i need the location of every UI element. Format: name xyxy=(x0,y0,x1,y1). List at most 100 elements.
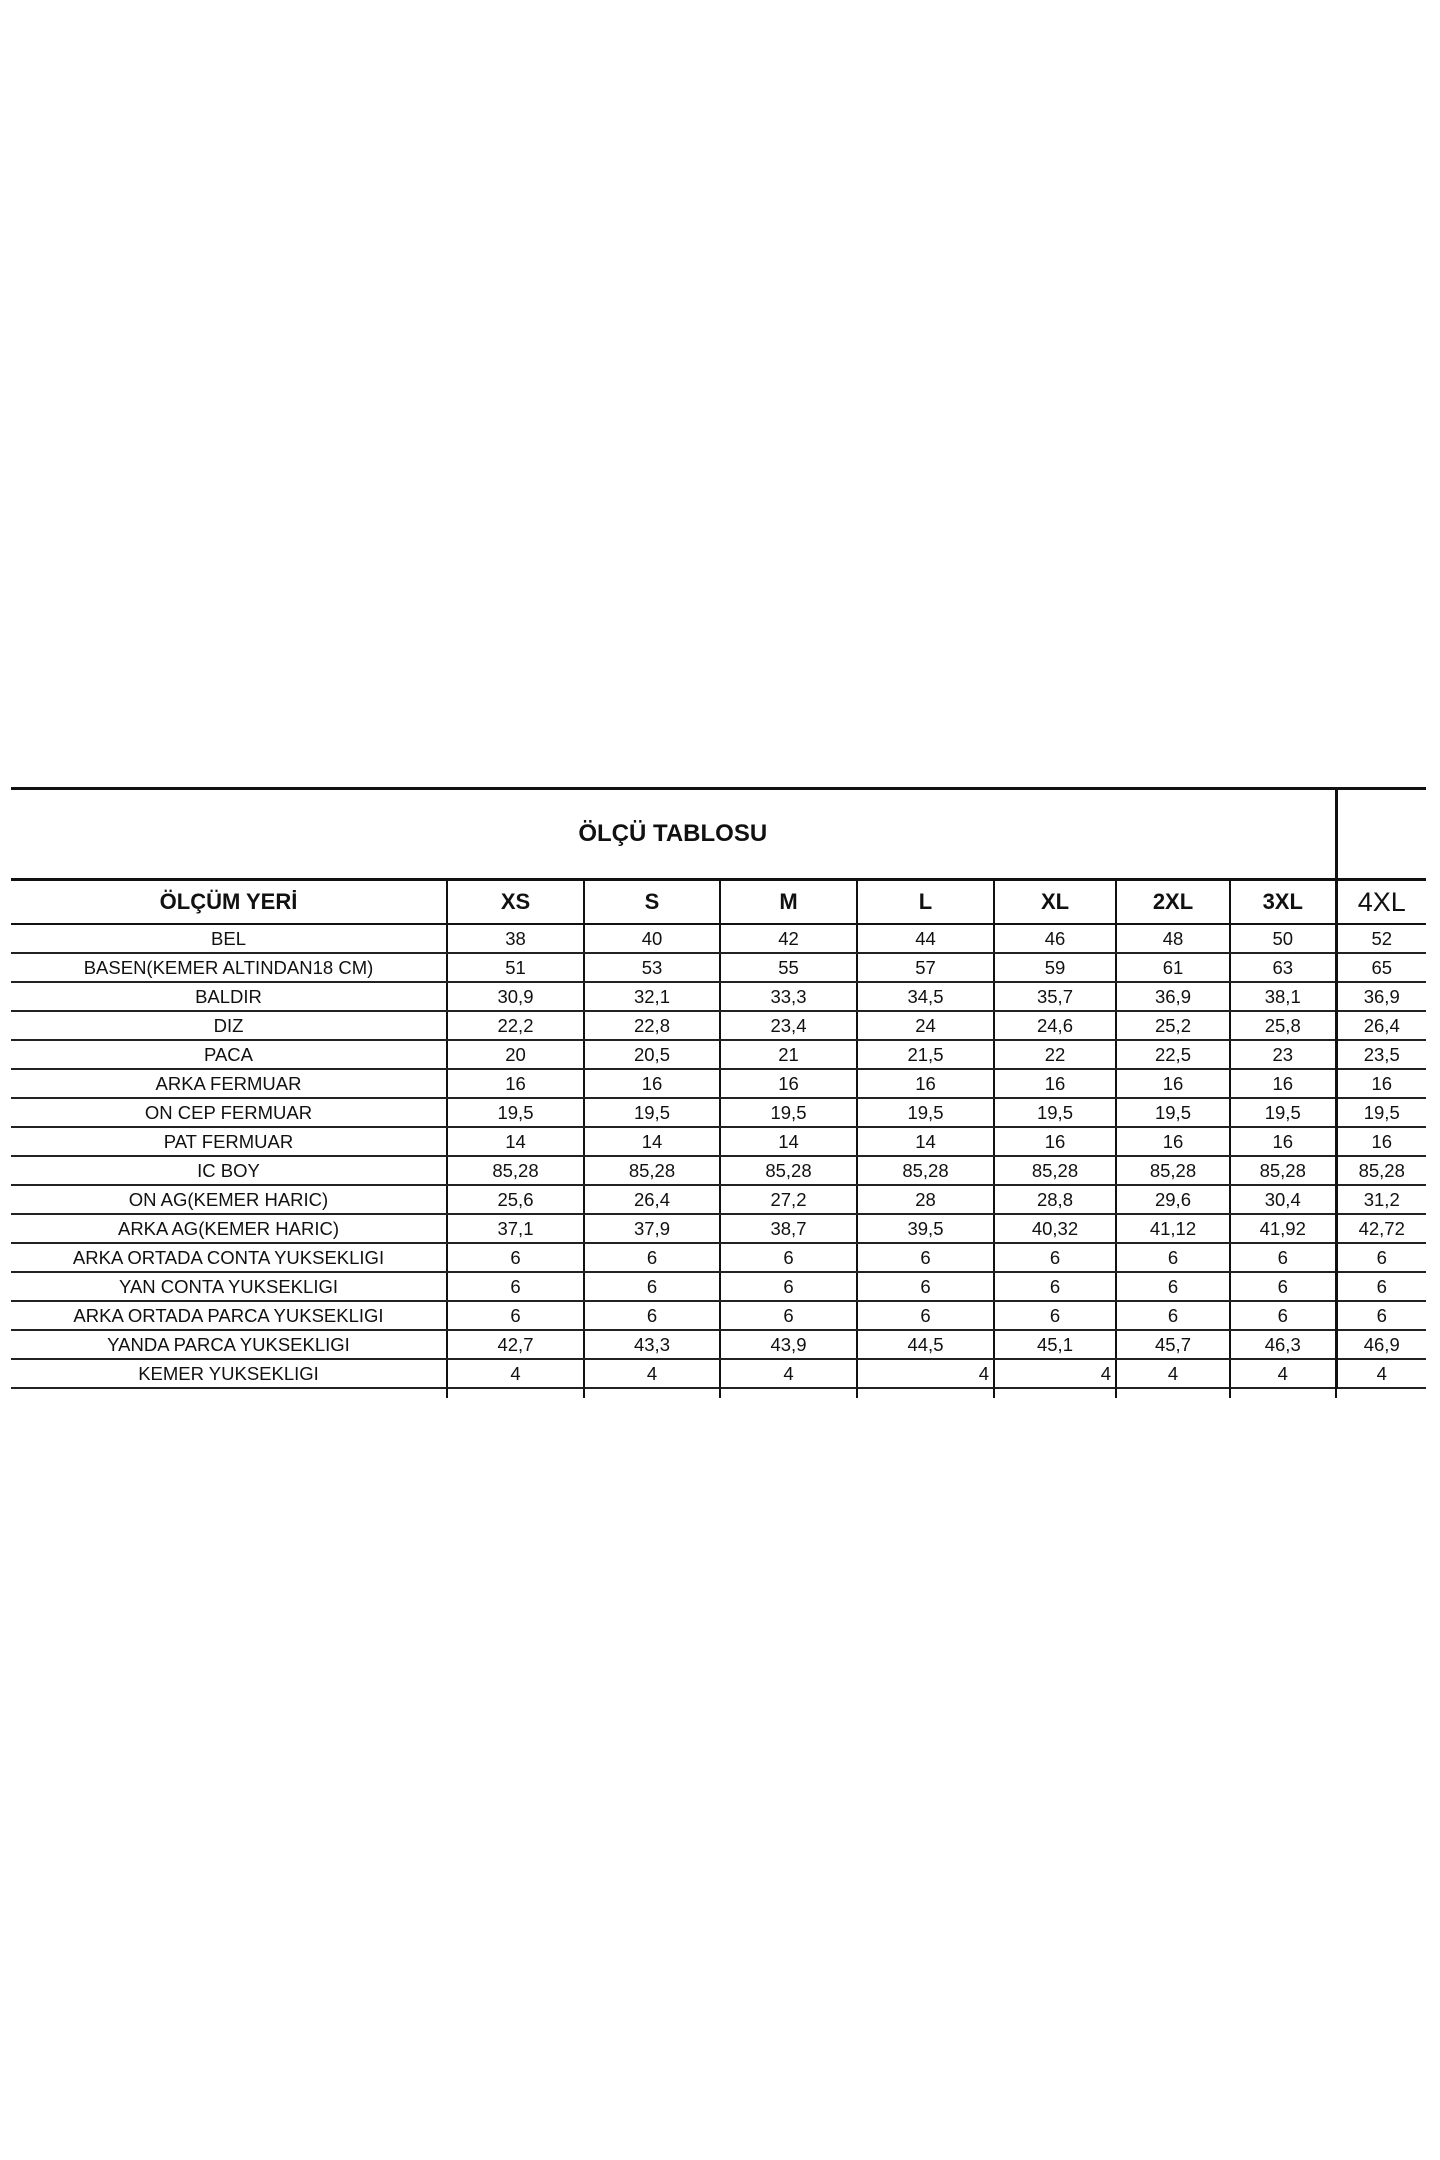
size-value: 85,28 xyxy=(583,1156,720,1186)
size-value: 19,5 xyxy=(446,1098,584,1128)
measurement-label: BEL xyxy=(11,924,447,954)
size-value: 6 xyxy=(719,1301,857,1331)
size-value: 6 xyxy=(583,1301,720,1331)
size-value: 35,7 xyxy=(993,982,1116,1012)
size-value: 38 xyxy=(446,924,584,954)
table-row: ARKA ORTADA CONTA YUKSEKLIGI 6 6 6 6 6 6 6 6 xyxy=(11,1243,1426,1273)
size-value: 16 xyxy=(1334,1127,1426,1157)
size-value: 63 xyxy=(1229,953,1336,983)
size-value: 6 xyxy=(1115,1243,1230,1273)
table-row: KEMER YUKSEKLIGI 4 4 4 4 4 4 4 4 xyxy=(11,1359,1426,1389)
size-value: 22 xyxy=(993,1040,1116,1070)
size-value: 23,5 xyxy=(1334,1040,1426,1070)
size-value: 19,5 xyxy=(1334,1098,1426,1128)
column-divider xyxy=(446,1388,448,1398)
column-header-size: 4XL xyxy=(1334,879,1426,925)
measurement-label: ARKA ORTADA CONTA YUKSEKLIGI xyxy=(11,1243,447,1273)
table-row: PAT FERMUAR 14 14 14 14 16 16 16 16 xyxy=(11,1127,1426,1157)
size-value: 20,5 xyxy=(583,1040,720,1070)
size-value: 16 xyxy=(446,1069,584,1099)
size-value: 19,5 xyxy=(856,1098,994,1128)
size-value: 21 xyxy=(719,1040,857,1070)
size-value: 19,5 xyxy=(719,1098,857,1128)
size-value: 25,8 xyxy=(1229,1011,1336,1041)
size-value: 37,1 xyxy=(446,1214,584,1244)
column-header-size: 3XL xyxy=(1229,879,1336,925)
size-value: 6 xyxy=(993,1243,1116,1273)
size-value: 6 xyxy=(1334,1243,1426,1273)
size-value: 85,28 xyxy=(1115,1156,1230,1186)
size-value: 29,6 xyxy=(1115,1185,1230,1215)
size-value: 24,6 xyxy=(993,1011,1116,1041)
size-value: 38,7 xyxy=(719,1214,857,1244)
measurement-label: ON AG(KEMER HARIC) xyxy=(11,1185,447,1215)
measurement-label: ARKA AG(KEMER HARIC) xyxy=(11,1214,447,1244)
size-value: 14 xyxy=(719,1127,857,1157)
size-value: 31,2 xyxy=(1334,1185,1426,1215)
size-value: 38,1 xyxy=(1229,982,1336,1012)
size-value: 22,5 xyxy=(1115,1040,1230,1070)
size-value: 55 xyxy=(719,953,857,983)
size-value: 6 xyxy=(1334,1301,1426,1331)
size-value: 33,3 xyxy=(719,982,857,1012)
size-value: 19,5 xyxy=(1229,1098,1336,1128)
size-value: 6 xyxy=(856,1301,994,1331)
size-value: 46 xyxy=(993,924,1116,954)
size-value: 16 xyxy=(1229,1069,1336,1099)
size-value: 41,12 xyxy=(1115,1214,1230,1244)
size-value: 16 xyxy=(993,1127,1116,1157)
size-value: 26,4 xyxy=(583,1185,720,1215)
measurement-label: ON CEP FERMUAR xyxy=(11,1098,447,1128)
table-row: ON AG(KEMER HARIC) 25,6 26,4 27,2 28 28,8 29,6… xyxy=(11,1185,1426,1215)
table-row: ARKA ORTADA PARCA YUKSEKLIGI 6 6 6 6 6 6 6 6 xyxy=(11,1301,1426,1331)
size-value: 23 xyxy=(1229,1040,1336,1070)
size-value: 26,4 xyxy=(1334,1011,1426,1041)
size-value: 65 xyxy=(1334,953,1426,983)
size-value: 6 xyxy=(1115,1301,1230,1331)
size-value: 6 xyxy=(583,1243,720,1273)
size-value: 14 xyxy=(583,1127,720,1157)
size-value: 36,9 xyxy=(1334,982,1426,1012)
size-value: 6 xyxy=(1229,1301,1336,1331)
size-value: 42,72 xyxy=(1334,1214,1426,1244)
measurement-label: BALDIR xyxy=(11,982,447,1012)
size-value: 43,9 xyxy=(719,1330,857,1360)
size-value: 21,5 xyxy=(856,1040,994,1070)
size-value: 20 xyxy=(446,1040,584,1070)
table-row: BALDIR 30,9 32,1 33,3 34,5 35,7 36,9 38,1 36,9 xyxy=(11,982,1426,1012)
size-value: 61 xyxy=(1115,953,1230,983)
size-value: 46,3 xyxy=(1229,1330,1336,1360)
measurement-label: ARKA ORTADA PARCA YUKSEKLIGI xyxy=(11,1301,447,1331)
size-value: 6 xyxy=(993,1301,1116,1331)
size-value: 16 xyxy=(993,1069,1116,1099)
size-value: 6 xyxy=(446,1301,584,1331)
column-header-size: S xyxy=(583,879,720,925)
size-value: 34,5 xyxy=(856,982,994,1012)
table-row: ARKA FERMUAR 16 16 16 16 16 16 16 16 xyxy=(11,1069,1426,1099)
size-value: 22,8 xyxy=(583,1011,720,1041)
size-value: 85,28 xyxy=(1229,1156,1336,1186)
size-value: 23,4 xyxy=(719,1011,857,1041)
size-value: 6 xyxy=(446,1243,584,1273)
column-header-size: 2XL xyxy=(1115,879,1230,925)
size-value: 4 xyxy=(719,1359,857,1389)
size-value: 59 xyxy=(993,953,1116,983)
size-value: 14 xyxy=(856,1127,994,1157)
measurement-label: ARKA FERMUAR xyxy=(11,1069,447,1099)
size-value: 27,2 xyxy=(719,1185,857,1215)
size-value: 30,4 xyxy=(1229,1185,1336,1215)
measurement-label: YANDA PARCA YUKSEKLIGI xyxy=(11,1330,447,1360)
size-value: 32,1 xyxy=(583,982,720,1012)
size-value: 19,5 xyxy=(993,1098,1116,1128)
size-value: 51 xyxy=(446,953,584,983)
size-value: 40 xyxy=(583,924,720,954)
size-value: 43,3 xyxy=(583,1330,720,1360)
column-divider xyxy=(1115,1388,1117,1398)
size-value: 45,7 xyxy=(1115,1330,1230,1360)
measurement-label: DIZ xyxy=(11,1011,447,1041)
size-value: 42 xyxy=(719,924,857,954)
table-row: ARKA AG(KEMER HARIC) 37,1 37,9 38,7 39,5 40,3… xyxy=(11,1214,1426,1244)
size-value: 50 xyxy=(1229,924,1336,954)
size-value: 53 xyxy=(583,953,720,983)
size-value: 22,2 xyxy=(446,1011,584,1041)
